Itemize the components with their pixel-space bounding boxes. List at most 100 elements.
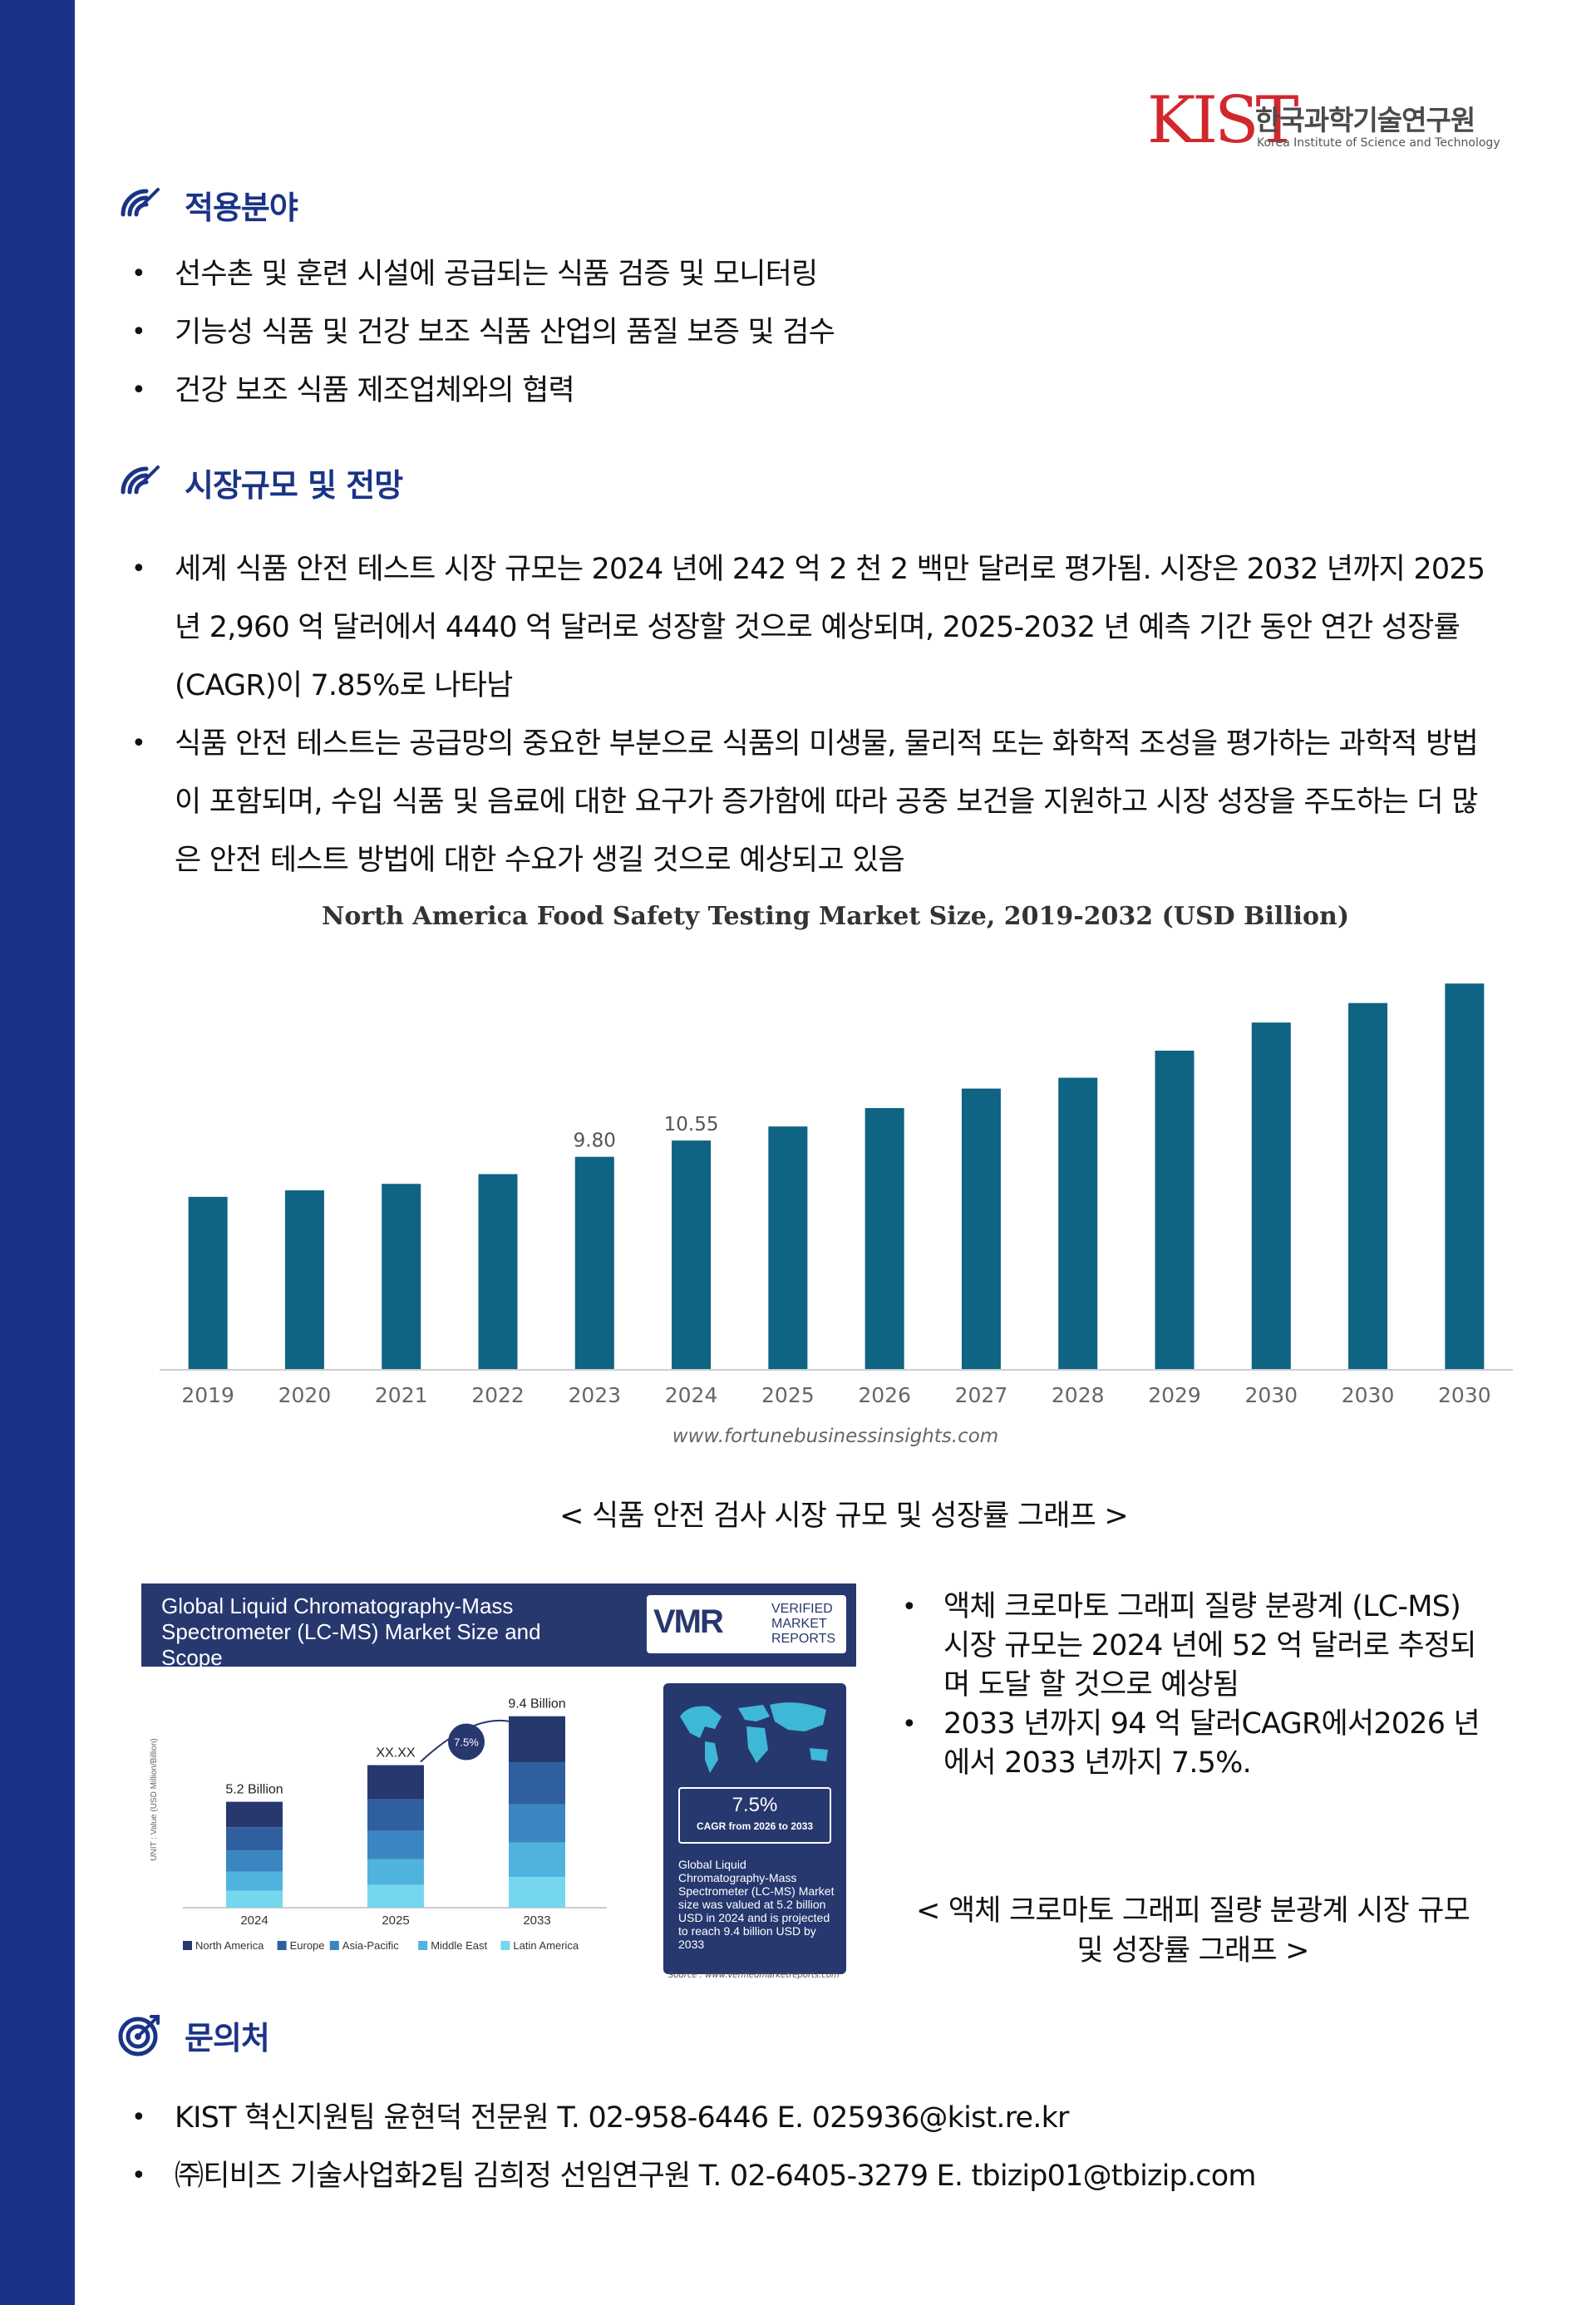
section-title: 시장규모 및 전망 [185, 466, 403, 504]
food-safety-bar-chart: North America Food Safety Testing Market… [150, 902, 1521, 1467]
lcms-list: 액체 크로마토 그래피 질량 분광계 (LC-MS) 시장 규모는 2024 년… [902, 1588, 1484, 1783]
section-contact-heading: 문의처 [116, 2010, 270, 2060]
section-title: 적용분야 [185, 189, 298, 226]
bar [574, 1156, 614, 1369]
list-item: 건강 보조 식품 제조업체와의 협력 [131, 362, 835, 420]
stack-segment [226, 1827, 283, 1851]
x-tick-label: 2030 [1438, 1383, 1491, 1407]
x-tick-label: 2024 [240, 1913, 268, 1928]
cagr-badge-label: 7.5% [454, 1736, 479, 1749]
stack-segment [226, 1850, 283, 1872]
x-tick-label: 2030 [1244, 1383, 1298, 1407]
x-tick-label: 2022 [471, 1383, 525, 1407]
x-tick-label: 2030 [1342, 1383, 1395, 1407]
lcms-caption: < 액체 크로마토 그래피 질량 분광계 시장 규모 및 성장률 그래프 > [915, 1894, 1470, 1968]
stack-segment [367, 1765, 424, 1800]
chart-title: North America Food Safety Testing Market… [321, 902, 1350, 931]
legend-swatch [418, 1941, 428, 1950]
logo-mark: KIST [1147, 83, 1299, 158]
stack-segment [509, 1842, 565, 1878]
chart-caption: < 식품 안전 검사 시장 규모 및 성장률 그래프 > [559, 1500, 1129, 1533]
stack-segment [367, 1799, 424, 1831]
bar [1445, 983, 1485, 1369]
bar [382, 1184, 421, 1369]
bar [1155, 1051, 1195, 1369]
cagr-badge [448, 1723, 485, 1761]
list-item: 식품 안전 테스트는 공급망의 중요한 부분으로 식품의 미생물, 물리적 또는… [131, 715, 1495, 889]
panel-summary: Global Liquid Chromatography-Mass Spectr… [678, 1858, 835, 1951]
x-tick-label: 2019 [181, 1383, 234, 1407]
list-item: ㈜티비즈 기술사업화2팀 김희정 선임연구원 T. 02-6405-3279 E… [131, 2147, 1256, 2205]
target-icon [118, 2015, 160, 2056]
value-label: XX.XX [376, 1746, 415, 1761]
list-item: 액체 크로마토 그래피 질량 분광계 (LC-MS) 시장 규모는 2024 년… [902, 1588, 1484, 1705]
list-item: 2033 년까지 94 억 달러CAGR에서2026 년에서 2033 년까지 … [902, 1705, 1484, 1783]
world-map-panel: 7.5% CAGR from 2026 to 2033 Global Liqui… [663, 1683, 846, 1974]
bar [768, 1126, 808, 1369]
cagr-value: 7.5% [732, 1794, 778, 1816]
lcms-infographic: Global Liquid Chromatography-Mass Spectr… [141, 1583, 856, 1982]
stack-segment [509, 1877, 565, 1908]
data-label: 9.80 [574, 1130, 616, 1152]
value-label: 9.4 Billion [508, 1697, 565, 1712]
legend-label: North America [195, 1939, 264, 1952]
logo-name-en: Korea Institute of Science and Technolog… [1257, 136, 1500, 150]
list-item: 기능성 식품 및 건강 보조 식품 산업의 품질 보증 및 검수 [131, 303, 835, 362]
infographic-banner: Global Liquid Chromatography-Mass Spectr… [141, 1583, 856, 1670]
legend-label: Europe [290, 1939, 325, 1952]
legend-swatch [329, 1941, 339, 1950]
bar [864, 1108, 904, 1369]
list-item: 세계 식품 안전 테스트 시장 규모는 2024 년에 242 억 2 천 2 … [131, 540, 1495, 715]
legend-swatch [500, 1941, 510, 1950]
y-axis-label: UNIT : Value (USD Million/Billion) [150, 1738, 159, 1860]
kist-logo: KIST 한국과학기술연구원 Korea Institute of Scienc… [1147, 83, 1500, 175]
stack-segment [509, 1804, 565, 1843]
infographic-source: Source : www.verifiedmarketreports.com [668, 1971, 840, 1980]
x-tick-label: 2033 [523, 1913, 550, 1928]
value-label: 5.2 Billion [225, 1783, 283, 1797]
stack-segment [367, 1859, 424, 1885]
stack-segment [226, 1871, 283, 1891]
x-tick-label: 2020 [278, 1383, 332, 1407]
vmr-logo: VMR VERIFIED MARKET REPORTS [647, 1595, 846, 1653]
data-label: 10.55 [664, 1114, 719, 1135]
vmr-mark: VMR [653, 1603, 724, 1640]
market-list: 세계 식품 안전 테스트 시장 규모는 2024 년에 242 억 2 천 2 … [131, 540, 1495, 889]
x-tick-label: 2028 [1052, 1383, 1105, 1407]
bar-chart-svg: 2019 2020 2021 2022 2023 9.80 2024 10.55 2025 202… [160, 983, 1513, 1407]
legend-label: Asia-Pacific [342, 1939, 399, 1952]
list-item: 선수촌 및 훈련 시설에 공급되는 식품 검증 및 모니터링 [131, 245, 835, 303]
x-tick-label: 2021 [375, 1383, 428, 1407]
x-tick-label: 2023 [568, 1383, 621, 1407]
bar [188, 1196, 228, 1369]
stack-segment [509, 1716, 565, 1762]
section-market-heading: 시장규모 및 전망 [116, 457, 403, 507]
x-tick-label: 2029 [1148, 1383, 1201, 1407]
lcms-stacked-chart: UNIT : Value (USD Million/Billion) 5.2 Bi… [150, 1697, 607, 1952]
legend-swatch [277, 1941, 287, 1950]
cagr-label: CAGR from 2026 to 2033 [696, 1820, 814, 1832]
stack-segment [367, 1830, 424, 1859]
legend-label: Middle East [431, 1939, 487, 1952]
list-item: KIST 혁신지원팀 윤현덕 전문원 T. 02-958-6446 E. 025… [131, 2089, 1256, 2147]
contact-list: KIST 혁신지원팀 윤현덕 전문원 T. 02-958-6446 E. 025… [131, 2089, 1256, 2205]
signal-arc-icon [121, 465, 160, 495]
bar [961, 1088, 1001, 1369]
application-list: 선수촌 및 훈련 시설에 공급되는 식품 검증 및 모니터링 기능성 식품 및 … [131, 245, 835, 420]
logo-name-ko: 한국과학기술연구원 [1255, 104, 1475, 136]
bar [478, 1174, 518, 1369]
signal-arc-icon [121, 188, 160, 217]
cagr-box: 7.5% CAGR from 2026 to 2033 [678, 1787, 831, 1844]
stack-segment [509, 1761, 565, 1805]
bar [1058, 1077, 1098, 1369]
chart-source: www.fortunebusinessinsights.com [672, 1426, 999, 1447]
x-tick-label: 2025 [382, 1913, 409, 1928]
bar [672, 1140, 712, 1369]
world-map-icon [680, 1702, 828, 1773]
legend-swatch [183, 1941, 192, 1950]
section-application-heading: 적용분야 [116, 180, 298, 229]
x-tick-label: 2027 [955, 1383, 1008, 1407]
bar [284, 1190, 324, 1369]
bar [1348, 1002, 1388, 1369]
x-tick-label: 2025 [761, 1383, 815, 1407]
